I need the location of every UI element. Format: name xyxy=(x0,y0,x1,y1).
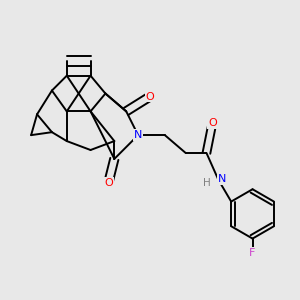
Text: N: N xyxy=(218,174,226,184)
Text: O: O xyxy=(208,118,217,128)
Text: O: O xyxy=(104,178,113,188)
Text: H: H xyxy=(203,178,211,188)
Text: O: O xyxy=(146,92,154,101)
Text: N: N xyxy=(134,130,142,140)
Text: F: F xyxy=(249,248,256,258)
